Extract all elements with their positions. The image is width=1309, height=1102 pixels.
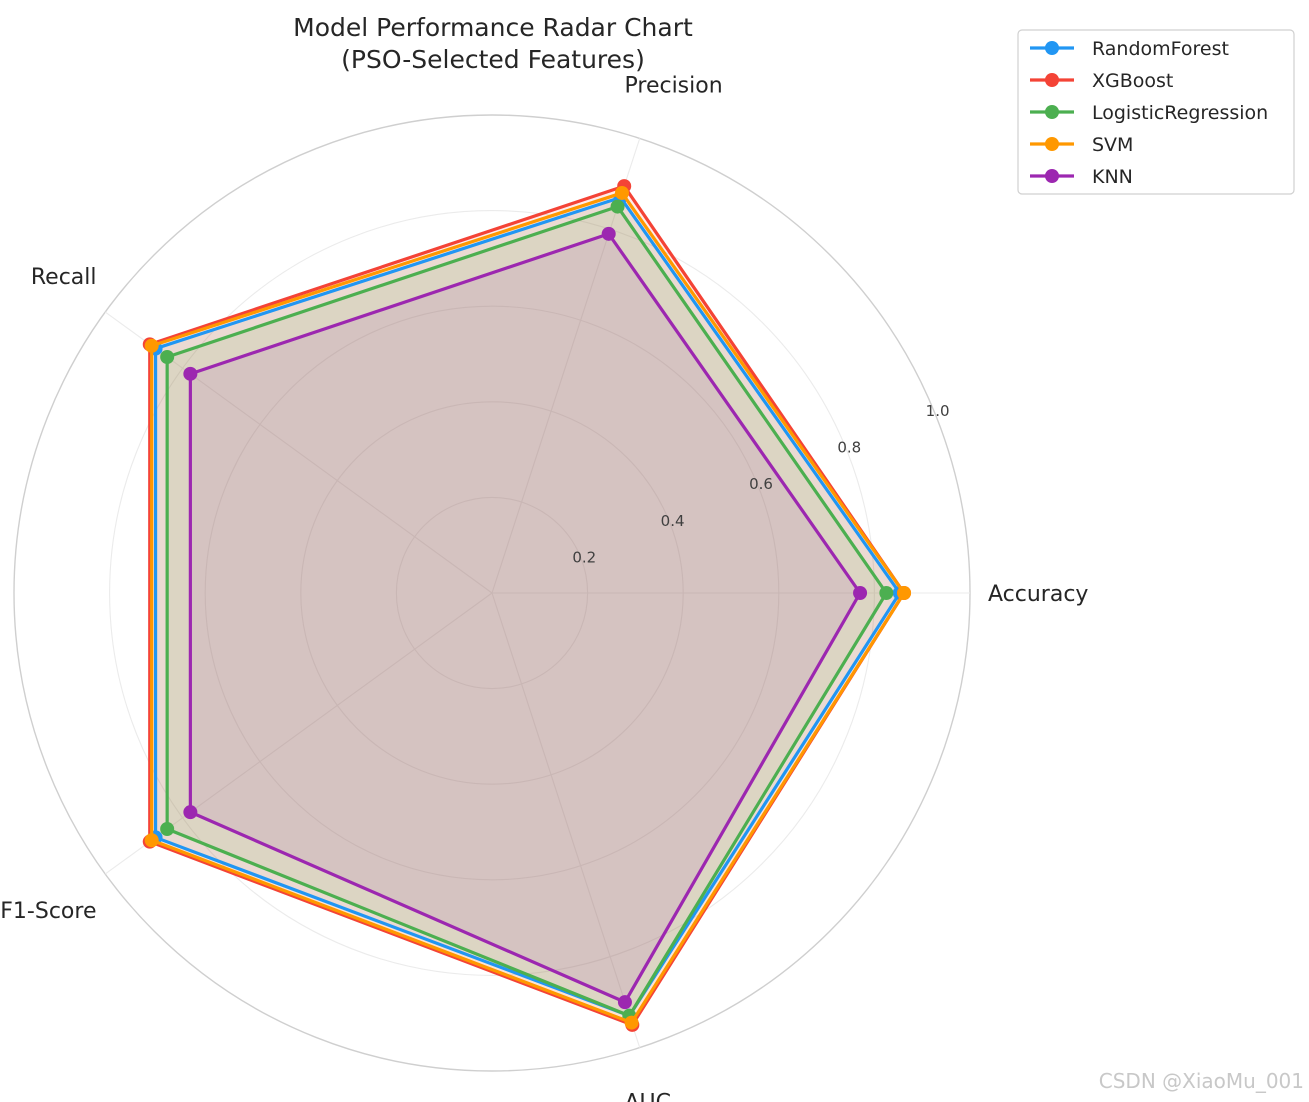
series-4-point-3 (183, 805, 198, 820)
legend-label: XGBoost (1092, 70, 1173, 92)
legend-label: KNN (1092, 166, 1133, 188)
series-line-2 (165, 204, 888, 1018)
series-line-3 (150, 191, 906, 1025)
legend-box (1017, 29, 1295, 195)
axis-label-auc: AUC (625, 1090, 672, 1102)
grid-spoke (491, 138, 641, 594)
chart-title: Model Performance Radar Chart (PSO-Selec… (293, 13, 693, 74)
series-line-0 (153, 195, 902, 1018)
legend-entry-2: LogisticRegression (1030, 102, 1268, 124)
series-2-point-0 (879, 586, 894, 600)
series-lines (142, 179, 912, 1032)
series-3-point-1 (614, 185, 629, 200)
tick-label-0: 0.2 (572, 548, 596, 566)
grid-spoke (491, 592, 641, 1048)
series-fill-1 (149, 186, 905, 1025)
tick-label-3: 0.8 (837, 439, 861, 457)
radial-tick-labels: 0.2 0.4 0.6 0.8 1.0 (572, 402, 949, 566)
series-4-point-1 (601, 226, 616, 241)
axis-label-accuracy: Accuracy (988, 582, 1088, 607)
legend-entry-1: XGBoost (1030, 70, 1173, 92)
series-4-point-2 (183, 366, 198, 381)
series-3-point-0 (897, 586, 912, 600)
series-2-point-1 (610, 199, 625, 214)
series-3 (144, 185, 912, 1030)
legend: RandomForest XGBoost LogisticRegression SVM… (1017, 29, 1295, 195)
series-2-point-2 (160, 349, 175, 364)
axis-labels: Accuracy Precision Recall F1-Score AUC (0, 74, 1088, 1102)
series-fill-2 (167, 206, 887, 1016)
legend-swatch-marker (1045, 137, 1059, 151)
tick-label-1: 0.4 (661, 512, 685, 530)
series-3-point-2 (144, 338, 159, 353)
axis-label-f1-score: F1-Score (0, 899, 96, 924)
series-fills (149, 186, 905, 1025)
legend-label: RandomForest (1092, 38, 1229, 60)
legend-swatch-marker (1045, 73, 1059, 87)
series-4-point-4 (617, 995, 632, 1010)
grid (13, 114, 971, 1072)
series-3-point-3 (144, 833, 159, 848)
legend-swatch-marker (1045, 105, 1059, 119)
legend-entry-3: SVM (1030, 134, 1133, 156)
series-2-point-3 (160, 822, 175, 837)
legend-label: LogisticRegression (1092, 102, 1268, 124)
watermark: CSDN @XiaoMu_001 (1099, 1069, 1304, 1093)
chart-title-line-1: Model Performance Radar Chart (293, 13, 693, 42)
series-3-point-4 (624, 1015, 639, 1030)
legend-entry-0: RandomForest (1030, 38, 1229, 60)
series-fill-4 (190, 233, 861, 1003)
series-4 (183, 226, 868, 1010)
axis-label-recall: Recall (31, 265, 97, 290)
legend-label: SVM (1092, 134, 1133, 156)
chart-title-line-2: (PSO-Selected Features) (341, 45, 645, 74)
legend-swatch-marker (1045, 41, 1059, 55)
series-line-4 (188, 232, 862, 1004)
series-4-point-0 (853, 586, 868, 600)
series-fill-0 (155, 197, 900, 1016)
axis-label-precision: Precision (625, 74, 723, 99)
tick-label-4: 1.0 (926, 402, 950, 420)
legend-swatch-marker (1045, 169, 1059, 183)
tick-label-2: 0.6 (749, 475, 773, 493)
series-fill-3 (151, 192, 905, 1023)
legend-entry-4: KNN (1030, 166, 1133, 188)
